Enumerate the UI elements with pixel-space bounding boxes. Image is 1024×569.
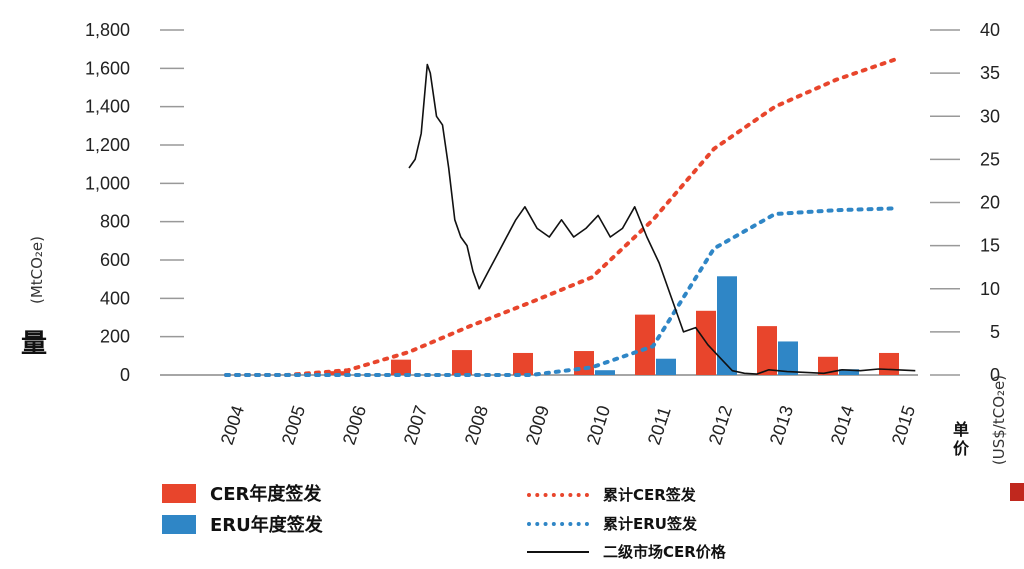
x-tick-label-2004: 2004 [217,403,248,447]
legend-label-cer-annual: CER年度签发 [210,484,322,505]
bar-cer-2007 [391,359,411,375]
right-axis-label-chars: 单价 [953,420,970,458]
left-tick-label: 800 [100,212,130,232]
left-tick-label: 1,800 [85,20,130,40]
line-cer-price [408,63,916,375]
bar-cer-2011 [635,314,655,375]
bar-cer-2014 [818,356,838,375]
bar-eru-2012 [717,276,737,375]
left-tick-label: 0 [120,365,130,385]
right-tick-label: 0 [990,365,1000,385]
left-tick-label: 600 [100,250,130,270]
x-tick-label-2014: 2014 [827,403,858,447]
legend-label-eru-cumulative: 累计ERU签发 [603,515,697,533]
legend-dotline-cer [527,492,589,497]
legend-cer-annual: CER年度签发 [162,480,321,506]
right-axis-ticks: 40 35 30 25 20 15 10 5 0 [930,20,1000,385]
x-tick-label-2012: 2012 [705,403,736,447]
x-tick-label-2007: 2007 [400,403,431,447]
right-tick-label: 30 [980,106,1000,126]
left-tick-label: 1,000 [85,173,130,193]
bar-cer-2006 [330,371,350,375]
legend-swatch-cer [162,483,196,503]
legend-dotline-eru [527,521,589,526]
right-tick-label: 35 [980,63,1000,83]
edge-marker [1010,483,1024,501]
bar-eru-2014 [839,369,859,375]
bar-cer-2013 [757,326,777,375]
x-tick-label-2015: 2015 [888,403,919,447]
left-tick-label: 200 [100,327,130,347]
bar-cer-2015 [879,352,899,375]
left-tick-label: 400 [100,288,130,308]
line-cumulative-cer [224,56,899,377]
x-tick-label-2009: 2009 [522,403,553,447]
right-tick-label: 10 [980,279,1000,299]
bar-cer-2010 [574,351,594,375]
x-tick-label-2005: 2005 [278,403,309,447]
left-axis-ticks: 1,800 1,600 1,400 1,200 1,000 800 600 400 200 0 [85,20,184,385]
left-axis-label-char: 量 [21,329,47,359]
line-cumulative-eru [224,206,899,377]
x-tick-label-2013: 2013 [766,403,797,447]
legend-cer-price: 二级市场CER价格 [527,541,726,562]
x-tick-label-2011: 2011 [644,404,675,447]
bar-eru-2013 [778,341,798,375]
bar-eru-2011 [656,358,676,375]
legend-cer-cumulative: 累计CER签发 [527,484,696,505]
bar-eru-2010 [595,370,615,375]
legend-label-cer-price: 二级市场CER价格 [603,543,726,561]
bar-cer-2009 [513,352,533,375]
right-tick-label: 5 [990,322,1000,342]
legend-label-eru-annual: ERU年度签发 [210,515,323,536]
left-tick-label: 1,400 [85,97,130,117]
legend-line-price [527,550,589,553]
left-tick-label: 1,600 [85,58,130,78]
right-tick-label: 15 [980,236,1000,256]
x-axis-ticks: 2004 2005 2006 2007 2008 2009 2010 2011 2012 2013… [217,403,919,447]
bar-cer-2008 [452,350,472,375]
legend-swatch-eru [162,514,196,534]
x-tick-label-2006: 2006 [339,403,370,447]
legend-eru-cumulative: 累计ERU签发 [527,513,697,534]
right-tick-label: 40 [980,20,1000,40]
right-axis-label-unit: (US$/tCO₂e) [990,375,1008,465]
right-tick-label: 25 [980,149,1000,169]
x-tick-label-2010: 2010 [583,403,614,447]
legend-label-cer-cumulative: 累计CER签发 [603,486,696,504]
series-lines [224,56,916,377]
x-tick-label-2008: 2008 [461,403,492,447]
right-tick-label: 20 [980,193,1000,213]
left-axis-label-unit: (MtCO₂e) [28,236,46,304]
legend-eru-annual: ERU年度签发 [162,511,323,537]
left-tick-label: 1,200 [85,135,130,155]
